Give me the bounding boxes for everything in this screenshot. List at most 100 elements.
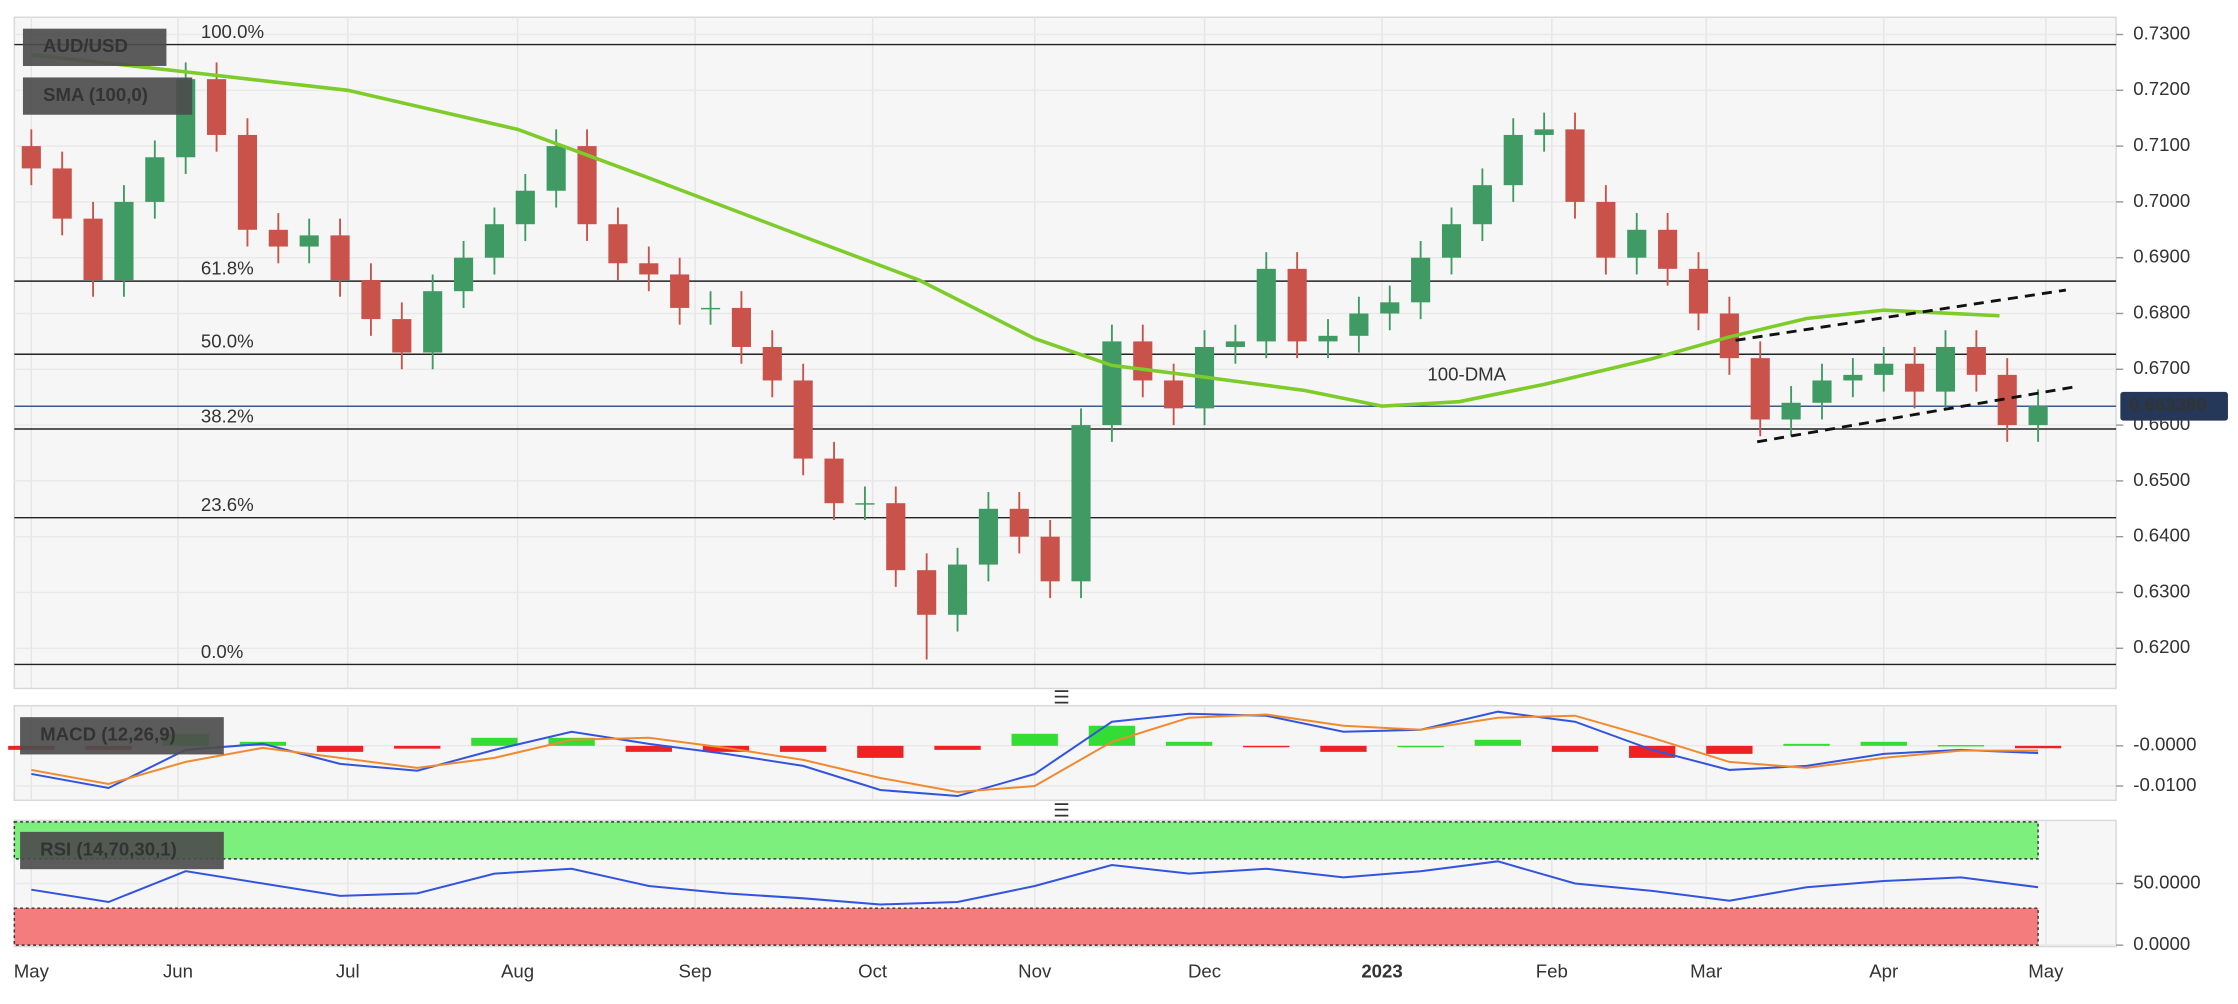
candle-body — [206, 79, 227, 135]
candle-body — [1318, 335, 1338, 342]
candle-body — [1812, 380, 1832, 403]
candle-body — [83, 218, 103, 281]
layers: 0.62000.63000.64000.65000.66000.67000.68… — [8, 16, 2228, 981]
candle-body — [1287, 268, 1307, 342]
candle-body — [1441, 224, 1462, 258]
candle-body — [1503, 134, 1523, 186]
x-tick-label: Mar — [1690, 960, 1722, 981]
candle-body — [917, 570, 937, 615]
y-tick-label: 0.6900 — [2133, 246, 2190, 267]
histogram-bar — [780, 745, 827, 752]
histogram-bar — [394, 745, 441, 749]
candle-body — [608, 224, 628, 264]
histogram-bar — [934, 745, 981, 750]
last-price-label: 0.663380 — [2129, 394, 2207, 415]
histogram-bar — [625, 745, 672, 752]
candle-body — [1009, 508, 1029, 537]
x-tick-label: Dec — [1188, 960, 1221, 981]
x-tick-label: Jun — [163, 960, 193, 981]
candle-body — [1380, 302, 1400, 314]
histogram-bar — [1474, 739, 1521, 746]
fib-label: 50.0% — [201, 331, 254, 352]
histogram-bar — [857, 745, 904, 758]
y-tick-label: 0.6800 — [2133, 301, 2190, 322]
candle-body — [1071, 425, 1091, 582]
fib-label: 61.8% — [201, 258, 254, 279]
histogram-bar — [1706, 745, 1753, 754]
candle-body — [731, 307, 751, 347]
y-tick-label: 0.6700 — [2133, 357, 2190, 378]
candle-body — [639, 263, 659, 275]
x-tick-label: Apr — [1869, 960, 1898, 981]
indicator-line — [31, 710, 2039, 798]
indicator-line — [31, 713, 2039, 794]
candle-body — [1874, 363, 1894, 375]
histogram-bar — [1397, 745, 1444, 748]
legend-box — [22, 77, 193, 115]
x-tick-label: Aug — [501, 960, 534, 981]
y-tick-label: 0.7100 — [2133, 134, 2190, 155]
candle-body — [886, 503, 906, 571]
candle-body — [1164, 380, 1184, 409]
candle-body — [1565, 129, 1585, 202]
sma-annotation: 100-DMA — [1427, 364, 1506, 385]
indicator-line — [31, 860, 2039, 906]
histogram-bar — [1320, 745, 1367, 752]
candle-body — [855, 503, 875, 505]
panel-handle[interactable]: ☰ — [1053, 686, 1070, 707]
candle-body — [268, 229, 288, 247]
fib-label: 100.0% — [201, 21, 264, 42]
legend-label: AUD/USD — [43, 35, 128, 56]
candle-body — [453, 257, 474, 292]
legend-label: MACD (12,26,9) — [40, 724, 176, 745]
histogram-bar — [1629, 745, 1676, 758]
candle-body — [978, 508, 998, 565]
sma-line — [31, 52, 2000, 408]
panel-handle[interactable]: ☰ — [1053, 800, 1070, 821]
candle-body — [1750, 358, 1770, 420]
histogram-bar — [316, 745, 364, 752]
candle-body — [145, 157, 165, 202]
candle-body — [330, 235, 350, 281]
candle-body — [392, 319, 412, 353]
rsi-zone — [13, 821, 2039, 860]
candle-body — [1225, 341, 1245, 347]
y-tick-label: 0.7300 — [2133, 22, 2190, 43]
x-tick-label: Sep — [679, 960, 712, 981]
candle-body — [1596, 201, 1616, 258]
y-tick-label: 0.6200 — [2133, 636, 2190, 657]
histogram-bar — [1783, 743, 1830, 746]
legend-label: SMA (100,0) — [43, 84, 148, 105]
candle-body — [1256, 268, 1276, 342]
trend-line — [1756, 385, 2074, 444]
histogram-bar — [471, 737, 518, 746]
y-tick-label: 0.7200 — [2133, 78, 2190, 99]
histogram-bar — [1551, 745, 1599, 752]
histogram-bar — [1860, 741, 1907, 746]
x-tick-label: Nov — [1018, 960, 1052, 981]
candle-body — [2028, 406, 2048, 426]
candle-body — [52, 168, 72, 219]
candle-body — [1102, 341, 1122, 426]
x-tick-label: Oct — [858, 960, 888, 981]
y-tick-label: -0.0000 — [2133, 734, 2196, 755]
x-tick-label: 2023 — [1361, 960, 1402, 981]
candle-body — [793, 380, 813, 459]
candle-body — [1133, 341, 1153, 381]
candle-body — [515, 190, 535, 225]
histogram-bar — [548, 737, 595, 746]
candle-body — [114, 201, 134, 281]
histogram-bar — [1011, 733, 1058, 746]
candle-body — [1472, 185, 1492, 225]
y-tick-label: -0.0100 — [2133, 774, 2196, 795]
x-tick-label: May — [2028, 960, 2064, 981]
fib-label: 0.0% — [201, 641, 243, 662]
rsi-zone — [13, 907, 2039, 946]
candle-body — [21, 146, 41, 169]
histogram-bar — [1937, 745, 1985, 747]
candle-body — [546, 146, 566, 191]
candle-body — [361, 280, 381, 320]
y-tick-label: 0.7000 — [2133, 190, 2190, 211]
candle-body — [1349, 313, 1369, 336]
